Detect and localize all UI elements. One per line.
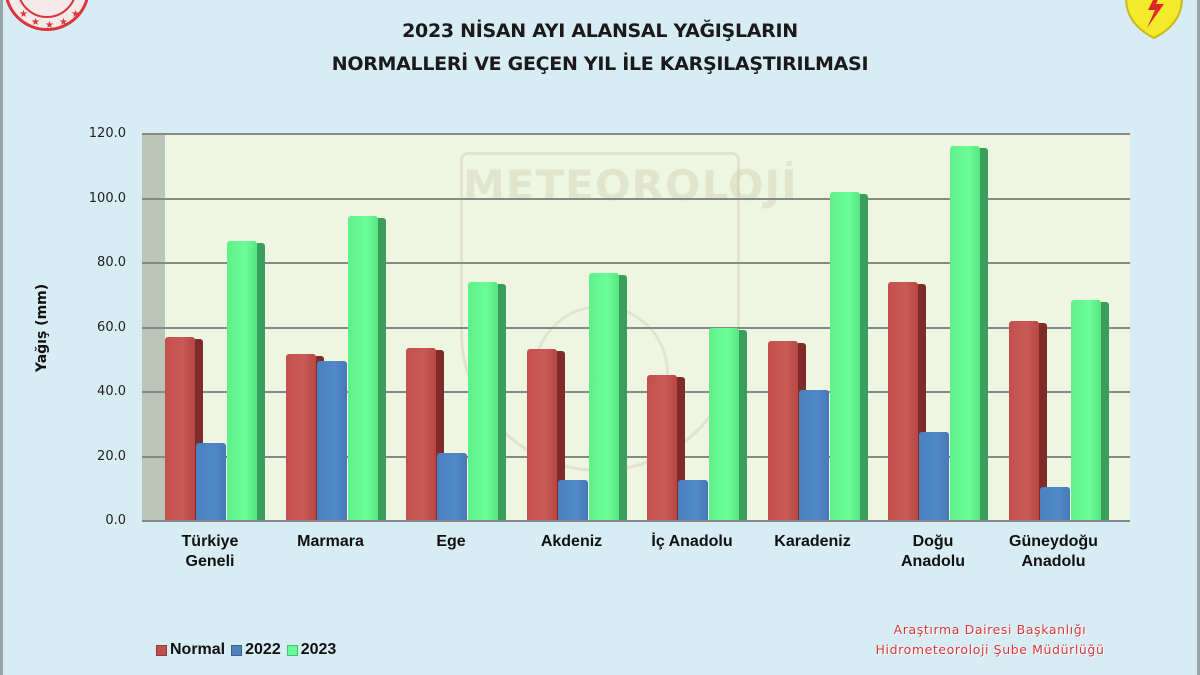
x-tick-label: Akdeniz [512, 532, 632, 552]
bar-2022-3 [557, 480, 588, 521]
bar-normal-4 [647, 374, 685, 521]
x-tick-label-line: Karadeniz [774, 533, 851, 550]
legend-item-2022: 2022 [231, 641, 281, 659]
y-tick-label: 100.0 [88, 190, 126, 206]
x-tick-label: Güneydoğu Anadolu [994, 532, 1114, 572]
gridline [142, 262, 1130, 264]
x-tick-label-line: Güneydoğu [1009, 533, 1098, 550]
bar-normal-5 [767, 341, 806, 521]
bar-normal-0 [165, 337, 203, 521]
y-tick-label: 20.0 [97, 448, 126, 464]
legend: Normal 2022 2023 [156, 641, 338, 659]
y-tick-label: 0.0 [105, 513, 126, 528]
left-border [0, 0, 3, 675]
meteorology-shield-icon [1122, 0, 1186, 40]
bar-2023-6 [950, 145, 988, 521]
x-tick-label: Doğu Anadolu [873, 532, 993, 572]
x-tick-label: Türkiye Geneli [150, 532, 270, 572]
x-tick-label-line: İç Anadolu [651, 533, 733, 550]
legend-label: 2023 [300, 641, 337, 658]
legend-swatch-icon [156, 644, 167, 656]
bar-2022-4 [678, 480, 708, 521]
bar-normal-6 [888, 282, 926, 521]
bar-2023-3 [588, 273, 627, 521]
x-tick-label-line: Marmara [297, 533, 364, 550]
y-tick-label: 60.0 [97, 319, 126, 335]
y-tick-label: 40.0 [97, 384, 126, 399]
bar-2023-5 [829, 192, 868, 521]
y-tick-label: 120.0 [88, 126, 126, 141]
gridline [142, 197, 1130, 200]
x-tick-label-line: Ege [436, 533, 466, 550]
bar-2022-2 [437, 452, 467, 521]
gridline [142, 455, 1130, 458]
credit-department: Araştırma Dairesi Başkanlığı [893, 622, 1087, 637]
x-axis-line [142, 520, 1130, 522]
bar-normal-7 [1008, 321, 1047, 521]
bar-2023-4 [709, 328, 747, 521]
legend-item-2023: 2023 [286, 641, 337, 659]
gridline [142, 133, 1130, 135]
x-tick-label-line: Anadolu [1021, 553, 1086, 570]
bar-normal-3 [526, 349, 565, 521]
legend-swatch-icon [286, 644, 298, 656]
legend-label: Normal [170, 641, 226, 658]
bar-2022-0 [196, 442, 226, 521]
bar-2023-0 [227, 241, 265, 521]
x-tick-label-line: Geneli [185, 553, 235, 570]
right-border [1197, 0, 1200, 675]
bar-2023-7 [1070, 300, 1109, 521]
bar-2023-2 [468, 282, 506, 521]
gridline [142, 326, 1130, 329]
bar-2022-6 [919, 432, 949, 521]
x-tick-label-line: Akdeniz [540, 533, 603, 550]
bar-normal-1 [285, 353, 324, 521]
x-tick-label-line: Türkiye [181, 533, 239, 550]
y-axis-label: Yağış (mm) [34, 283, 50, 373]
plot-area: METEOROLOJİ [142, 133, 1130, 521]
legend-swatch-icon [231, 644, 243, 656]
x-tick-label: Ege [391, 532, 511, 552]
legend-label: 2022 [245, 641, 281, 658]
y-tick-label: 80.0 [97, 255, 126, 270]
x-tick-label-line: Anadolu [901, 553, 965, 570]
credit-branch: Hidrometeoroloji Şube Müdürlüğü [875, 642, 1105, 657]
bar-2022-5 [798, 390, 829, 521]
chart-title-line1: 2023 NİSAN AYI ALANSAL YAĞIŞLARIN [402, 20, 798, 42]
watermark-text: METEOROLOJİ [463, 161, 798, 210]
bar-2022-1 [316, 361, 347, 521]
x-tick-label: Marmara [271, 532, 391, 552]
legend-item-normal: Normal [156, 641, 225, 659]
bar-2022-7 [1039, 487, 1070, 521]
x-tick-label-line: Doğu [912, 533, 954, 550]
chart-title-line2: NORMALLERİ VE GEÇEN YIL İLE KARŞILAŞTIRI… [331, 53, 869, 75]
bar-normal-2 [406, 348, 444, 521]
x-tick-label: İç Anadolu [632, 532, 752, 552]
gridline [142, 391, 1130, 393]
x-tick-label: Karadeniz [753, 532, 873, 552]
bar-2023-1 [347, 215, 386, 521]
